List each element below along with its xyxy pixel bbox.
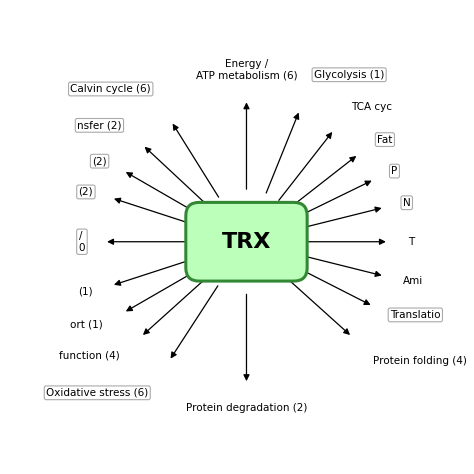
FancyBboxPatch shape <box>186 202 307 281</box>
Text: Oxidative stress (6): Oxidative stress (6) <box>46 388 148 398</box>
Text: ort (1): ort (1) <box>70 319 103 330</box>
Text: T: T <box>408 237 414 247</box>
Text: Ami: Ami <box>403 276 423 286</box>
Text: TCA cyc: TCA cyc <box>352 102 392 112</box>
Text: nsfer (2): nsfer (2) <box>77 120 122 130</box>
Text: TRX: TRX <box>222 232 271 252</box>
Text: Fat: Fat <box>377 135 392 145</box>
Text: N: N <box>403 198 410 208</box>
Text: (2): (2) <box>79 187 93 197</box>
Text: / 
0: / 0 <box>79 231 85 253</box>
Text: Protein degradation (2): Protein degradation (2) <box>186 403 307 413</box>
Text: Calvin cycle (6): Calvin cycle (6) <box>71 84 151 94</box>
Text: (1): (1) <box>79 287 93 297</box>
Text: Translatio: Translatio <box>390 310 440 320</box>
Text: P: P <box>392 166 398 176</box>
Text: Energy /
ATP metabolism (6): Energy / ATP metabolism (6) <box>196 59 297 81</box>
Text: Glycolysis (1): Glycolysis (1) <box>314 70 384 80</box>
Text: Protein folding (4): Protein folding (4) <box>374 356 467 366</box>
Text: function (4): function (4) <box>59 351 119 361</box>
Text: (2): (2) <box>92 156 107 166</box>
